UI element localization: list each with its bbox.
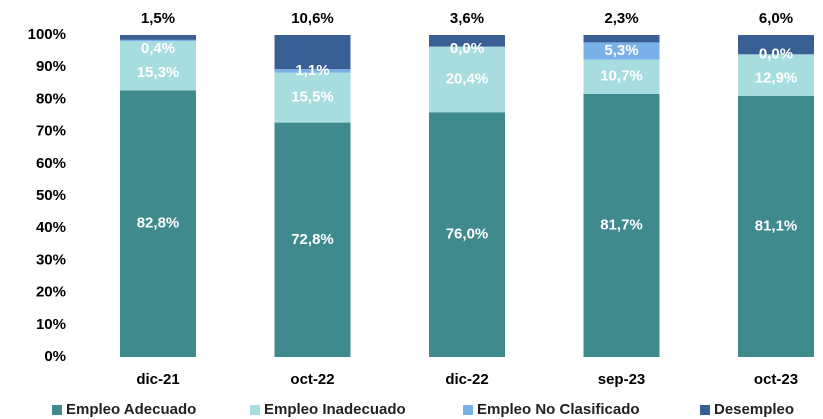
- x-tick-label: sep-23: [598, 371, 646, 388]
- bar-segment: [429, 112, 505, 357]
- value-label: 0,0%: [759, 45, 793, 62]
- bar-segment: [120, 41, 196, 91]
- y-tick-label: 10%: [36, 316, 66, 333]
- value-label: 81,7%: [600, 216, 643, 233]
- bar-segment: [274, 69, 351, 73]
- y-tick-label: 70%: [36, 123, 66, 140]
- y-tick-label: 90%: [36, 58, 66, 75]
- value-label: 76,0%: [446, 226, 489, 243]
- bar-segment: [274, 122, 351, 357]
- bar-segment: [583, 35, 660, 43]
- y-tick-label: 60%: [36, 155, 66, 172]
- y-tick-label: 0%: [44, 348, 66, 365]
- legend-label: Empleo Inadecuado: [264, 401, 406, 418]
- bar-segment: [274, 35, 351, 70]
- bar-segment: [738, 54, 814, 96]
- legend-label: Empleo Adecuado: [66, 401, 196, 418]
- value-label: 15,3%: [137, 64, 180, 81]
- y-tick-label: 20%: [36, 284, 66, 301]
- value-label: 12,9%: [755, 69, 798, 86]
- bar-segment: [429, 35, 505, 47]
- bar-segment: [120, 35, 196, 40]
- bar-segment: [120, 39, 196, 42]
- x-tick-label: oct-22: [290, 371, 334, 388]
- x-tick-label: dic-22: [445, 371, 488, 388]
- value-label: 5,3%: [604, 42, 638, 59]
- value-label: 0,4%: [141, 40, 175, 57]
- value-label: 3,6%: [450, 10, 484, 27]
- x-tick-label: dic-21: [136, 371, 179, 388]
- legend-label: Desempleo: [714, 401, 794, 418]
- value-label: 15,5%: [291, 89, 334, 106]
- y-tick-label: 50%: [36, 187, 66, 204]
- bar-segment: [738, 35, 814, 55]
- value-label: 10,7%: [600, 68, 643, 85]
- bar-segment: [738, 95, 814, 357]
- bar-segment: [274, 72, 351, 123]
- y-tick-label: 80%: [36, 90, 66, 107]
- bar-segment: [583, 93, 660, 358]
- bar-segment: [120, 90, 196, 357]
- bar-segment: [583, 42, 660, 60]
- legend-swatch: [463, 405, 473, 415]
- value-label: 6,0%: [759, 10, 793, 27]
- legend-swatch: [52, 405, 62, 415]
- legend-swatch: [700, 405, 710, 415]
- value-label: 1,1%: [295, 62, 329, 79]
- y-tick-label: 30%: [36, 251, 66, 268]
- value-label: 82,8%: [137, 215, 180, 232]
- y-tick-label: 100%: [28, 26, 66, 43]
- value-label: 72,8%: [291, 231, 334, 248]
- value-label: 20,4%: [446, 70, 489, 87]
- y-tick-label: 40%: [36, 219, 66, 236]
- value-label: 0,0%: [450, 40, 484, 57]
- value-label: 2,3%: [604, 10, 638, 27]
- value-label: 1,5%: [141, 10, 175, 27]
- bar-segment: [583, 59, 660, 94]
- legend-swatch: [250, 405, 260, 415]
- value-label: 81,1%: [755, 217, 798, 234]
- value-label: 10,6%: [291, 10, 334, 27]
- x-tick-label: oct-23: [754, 371, 798, 388]
- bar-segment: [429, 46, 505, 113]
- legend-label: Empleo No Clasificado: [477, 401, 640, 418]
